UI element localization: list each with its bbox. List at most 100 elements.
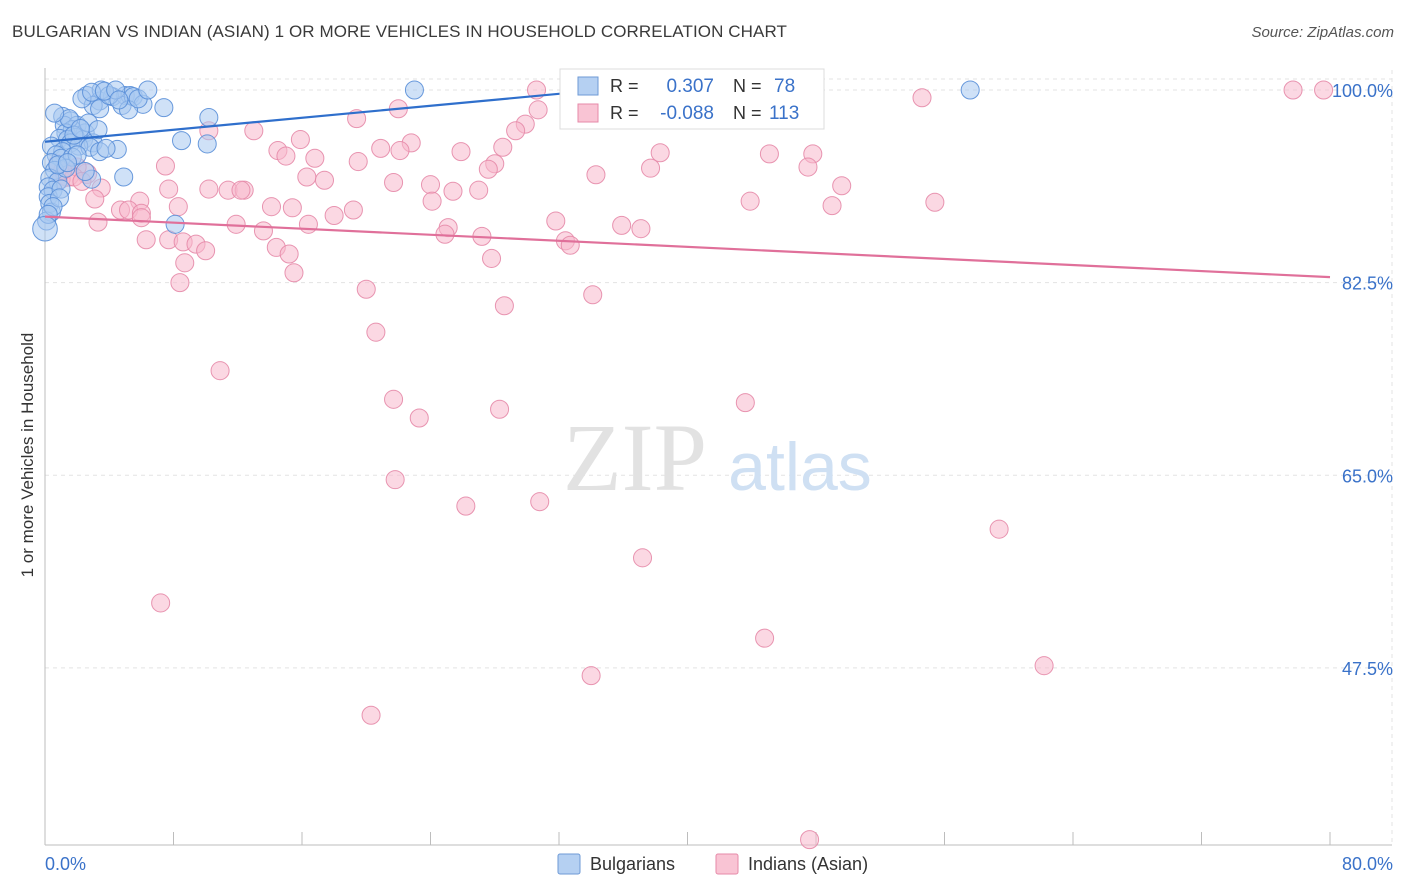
indian-point: [912, 88, 932, 108]
indian-point: [175, 253, 195, 273]
indian-point: [155, 156, 175, 176]
legend-n-value-blue: 78: [774, 76, 795, 97]
indian-point: [490, 399, 510, 419]
indian-point: [528, 100, 548, 120]
indian-point: [151, 593, 171, 613]
indian-point: [422, 191, 442, 211]
bulgarian-point: [154, 98, 174, 118]
series-legend: Bulgarians Indians (Asian): [557, 853, 868, 875]
indian-point: [832, 176, 852, 196]
indian-point: [244, 121, 264, 141]
legend-r-value-blue: 0.307: [666, 76, 714, 97]
indian-point: [276, 146, 296, 166]
indian-point: [210, 361, 230, 381]
indian-point: [1283, 80, 1303, 100]
legend-n-label-blue: N =: [733, 76, 762, 96]
indian-point: [253, 221, 273, 241]
bulgarian-point: [197, 134, 217, 154]
indian-point: [755, 628, 775, 648]
x-tick-label: 80.0%: [1342, 854, 1393, 874]
bulgarian-point: [165, 214, 185, 234]
indian-point: [298, 214, 318, 234]
bulgarian-point: [199, 108, 219, 128]
indian-point: [348, 152, 368, 172]
bulgarian-point: [960, 80, 980, 100]
indian-point: [85, 189, 105, 209]
bulgarian-point: [70, 119, 90, 139]
indian-point: [305, 148, 325, 168]
bulgarian-point: [57, 153, 78, 173]
indian-point: [409, 408, 429, 428]
indian-point: [356, 279, 376, 299]
indian-trend-line: [44, 215, 1331, 279]
indian-points: [48, 80, 1334, 850]
y-tick-label: 47.5%: [1342, 659, 1393, 679]
legend-swatch-blue: [577, 76, 599, 96]
indian-point: [530, 492, 550, 512]
y-tick-label: 65.0%: [1342, 466, 1393, 486]
indian-point: [583, 285, 603, 305]
bulgarian-point: [32, 215, 58, 242]
indian-point: [420, 175, 441, 195]
indian-point: [650, 143, 670, 163]
indian-point: [131, 208, 151, 228]
indian-point: [297, 167, 317, 187]
bulgarian-points: [32, 80, 980, 242]
indian-point: [366, 322, 386, 342]
indian-point: [822, 196, 842, 216]
indian-point: [759, 144, 779, 164]
indian-point: [451, 142, 471, 162]
indian-point: [231, 180, 251, 200]
y-tick-label: 82.5%: [1342, 274, 1393, 294]
indian-point: [199, 179, 219, 199]
indian-point: [612, 215, 632, 235]
trend-lines: [44, 86, 1331, 279]
watermark-zip: ZIP: [563, 404, 707, 511]
indian-point: [196, 241, 216, 261]
indian-point: [282, 198, 302, 218]
indian-point: [384, 172, 404, 192]
indian-point: [168, 197, 188, 217]
indian-point: [641, 158, 661, 178]
indian-point: [136, 230, 156, 250]
indian-point: [361, 705, 381, 725]
bulgarian-point: [138, 80, 158, 100]
watermark-atlas: atlas: [728, 429, 872, 505]
indian-point: [798, 157, 818, 177]
legend-r-value-pink: -0.088: [660, 103, 714, 124]
indian-point: [343, 200, 363, 220]
stats-legend: R = 0.307 N = 78 R = -0.088 N = 113: [559, 68, 825, 130]
indian-point: [456, 496, 476, 516]
bulgarian-point: [114, 167, 134, 187]
bulgarian-point: [404, 80, 424, 100]
legend-r-label-pink: R =: [610, 103, 639, 123]
indian-point: [390, 141, 410, 161]
indian-point: [494, 296, 514, 316]
indian-point: [586, 165, 606, 185]
indian-point: [506, 121, 526, 141]
indian-point: [989, 519, 1009, 539]
chart-title: BULGARIAN VS INDIAN (ASIAN) 1 OR MORE VE…: [12, 22, 788, 41]
y-tick-label: 100.0%: [1332, 81, 1393, 101]
legend-r-label-blue: R =: [610, 76, 639, 96]
source-label: Source: ZipAtlas.com: [1251, 24, 1394, 41]
indian-point: [493, 137, 513, 157]
x-tick-label: 0.0%: [45, 854, 86, 874]
bulgarian-point: [109, 90, 129, 110]
legend-bottom-label-pink: Indians (Asian): [748, 854, 868, 874]
indian-point: [581, 666, 601, 686]
indian-point: [170, 273, 190, 293]
legend-n-value-pink: 113: [769, 103, 799, 124]
bulgarian-point: [96, 138, 116, 158]
bulgarian-point: [45, 103, 65, 123]
indian-point: [88, 212, 108, 232]
indian-point: [290, 130, 310, 150]
indian-point: [735, 393, 755, 413]
indian-point: [1314, 80, 1334, 100]
indian-point: [1034, 656, 1054, 676]
indian-point: [314, 170, 335, 190]
bulgarian-point: [172, 131, 192, 151]
legend-bottom-swatch-pink: [715, 853, 739, 875]
legend-bottom-label-blue: Bulgarians: [590, 854, 675, 874]
